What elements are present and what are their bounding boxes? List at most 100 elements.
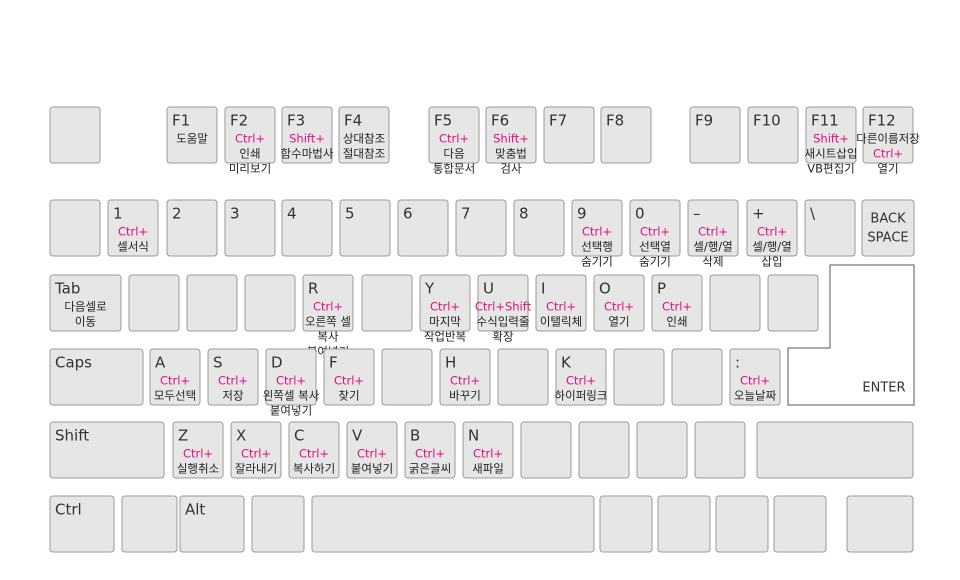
- action-text: 셀서식: [117, 240, 149, 254]
- modifier-text: Ctrl+: [241, 447, 271, 461]
- action-text: 모두선택: [154, 389, 196, 403]
- modifier-text: Ctrl+: [415, 447, 445, 461]
- action-text: 붙여넣기: [351, 462, 393, 476]
- key-label: F3: [287, 112, 305, 130]
- key-label: Shift: [55, 427, 89, 445]
- key: [485, 106, 537, 164]
- key-label: U: [483, 280, 494, 298]
- key-label: R: [308, 280, 318, 298]
- key: [804, 199, 856, 257]
- blank-key: [520, 421, 572, 479]
- key-label: F5: [434, 112, 452, 130]
- modifier-text: Ctrl+: [698, 225, 728, 239]
- blank-key: [657, 495, 711, 553]
- key-label: 6: [403, 205, 413, 223]
- blank-key: [49, 106, 101, 164]
- action-text: 셀/행/열: [752, 240, 792, 254]
- action-text: 다음: [443, 147, 464, 161]
- key-label: SPACE: [867, 231, 908, 246]
- key-label: V: [352, 427, 363, 445]
- key: [397, 199, 449, 257]
- key: [729, 348, 781, 406]
- key-label: H: [445, 354, 456, 372]
- blank-key: [361, 274, 413, 332]
- action-text: 찾기: [338, 389, 359, 403]
- blank-key: [244, 274, 296, 332]
- action-text: 셀/행/열: [693, 240, 733, 254]
- key: [862, 106, 914, 164]
- action-text: 굵은글씨: [409, 462, 451, 476]
- action-text: 상대참조: [343, 132, 385, 146]
- action-text: 열기: [608, 315, 629, 329]
- key: [629, 199, 681, 257]
- key-label: 9: [577, 205, 587, 223]
- key-label: F9: [695, 112, 713, 130]
- key-label: P: [657, 280, 666, 298]
- key-label: 5: [345, 205, 355, 223]
- key-label: X: [236, 427, 246, 445]
- blank-key: [578, 421, 630, 479]
- action-text: 선택열: [639, 240, 671, 254]
- key-label: –: [693, 205, 701, 223]
- modifier-text: Ctrl+: [218, 374, 248, 388]
- modifier-text: Shift+: [289, 132, 325, 146]
- key-label: ENTER: [862, 381, 905, 396]
- modifier-text: Ctrl+Shift: [475, 300, 532, 314]
- key: [593, 274, 645, 332]
- action-text: 도움말: [176, 132, 208, 146]
- key: [477, 274, 529, 332]
- action-text: 선택행: [581, 240, 613, 254]
- key-label: F: [329, 354, 338, 372]
- action-text: 왼쪽셀 복사: [263, 389, 320, 403]
- key-label: 0: [635, 205, 645, 223]
- key: [861, 199, 915, 257]
- key-label: F6: [491, 112, 509, 130]
- key: [49, 421, 165, 479]
- action-text: 작업반복: [424, 330, 466, 344]
- action-text: 마지막: [429, 315, 461, 329]
- key: [302, 274, 354, 332]
- action-text: 복사: [317, 330, 339, 344]
- modifier-text: Ctrl+: [357, 447, 387, 461]
- modifier-text: Ctrl+: [450, 374, 480, 388]
- key-label: 4: [287, 205, 297, 223]
- action-text: 붙여넣기: [270, 404, 312, 418]
- key-label: Caps: [55, 354, 92, 372]
- modifier-text: Ctrl+: [640, 225, 670, 239]
- modifier-text: Ctrl+: [566, 374, 596, 388]
- key: [746, 199, 798, 257]
- blank-key: [636, 421, 688, 479]
- action-text: 인쇄: [666, 315, 687, 329]
- action-text: 삽입: [761, 255, 782, 269]
- modifier-text: Ctrl+: [183, 447, 213, 461]
- key: [339, 199, 391, 257]
- action-text: 바꾸기: [449, 389, 481, 403]
- modifier-text: Ctrl+: [757, 225, 787, 239]
- modifier-text: Ctrl+: [873, 147, 903, 161]
- action-text: 삭제: [702, 255, 723, 269]
- action-text: 실행취소: [177, 462, 219, 476]
- key: [166, 199, 218, 257]
- action-text: 다음셀로: [64, 300, 106, 314]
- modifier-text: Ctrl+: [439, 132, 469, 146]
- action-text: 새시트삽입: [805, 147, 858, 161]
- key-label: S: [213, 354, 223, 372]
- blank-key: [613, 348, 665, 406]
- blank-key: [128, 274, 180, 332]
- key: [281, 199, 333, 257]
- key: [571, 199, 623, 257]
- key: [166, 106, 218, 164]
- key-label: O: [599, 280, 611, 298]
- blank-key: [671, 348, 723, 406]
- action-text: 절대참조: [343, 147, 385, 161]
- blank-key: [599, 495, 653, 553]
- blank-key: [715, 495, 769, 553]
- key-label: F10: [753, 112, 781, 130]
- modifier-text: Ctrl+: [235, 132, 265, 146]
- key: [439, 348, 491, 406]
- action-text: 하이퍼링크: [555, 389, 608, 403]
- key-label: Z: [178, 427, 188, 445]
- modifier-text: Ctrl+: [740, 374, 770, 388]
- key-label: F4: [344, 112, 362, 130]
